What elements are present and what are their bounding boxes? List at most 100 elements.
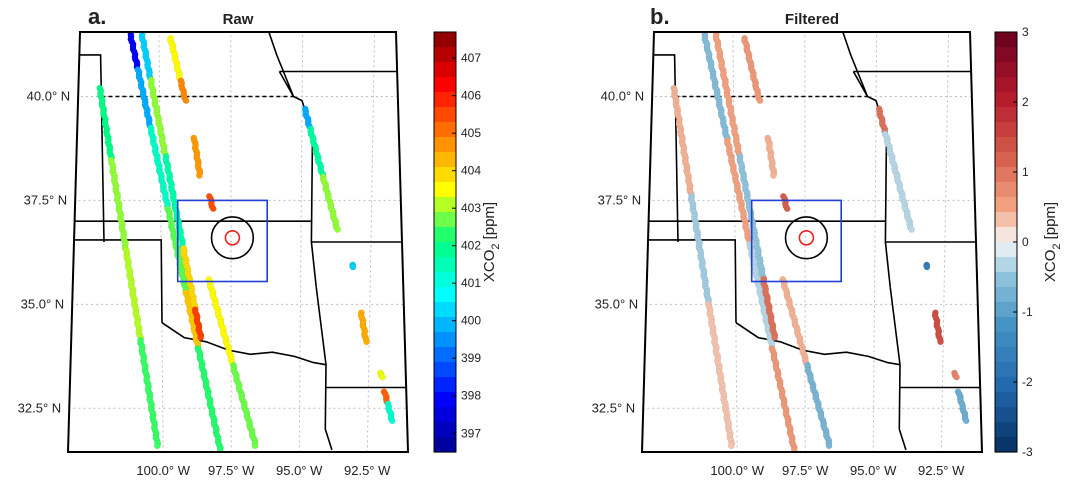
colorbar-label-0: XCO2 [ppm] [481, 202, 502, 282]
colorbar-band [434, 257, 456, 273]
colorbar-band [434, 407, 456, 423]
lat-tick-label: 37.5° N [24, 192, 68, 207]
lat-tick-label: 35.0° N [21, 296, 65, 311]
colorbar-band [995, 317, 1017, 333]
colorbar-band [434, 62, 456, 78]
colorbar-band [995, 47, 1017, 63]
lon-tick-label: 100.0° W [136, 463, 190, 478]
map-area-1 [642, 32, 982, 452]
map-area-0 [68, 32, 408, 452]
colorbar-band [995, 362, 1017, 378]
sounding-point [334, 226, 341, 233]
study-box [750, 199, 843, 283]
panel-letter-a: a. [88, 4, 106, 29]
sounding-point [153, 442, 161, 450]
colorbar-band [995, 92, 1017, 108]
colorbar-band [434, 212, 456, 228]
colorbar-band [434, 32, 456, 48]
tracks-1 [670, 32, 970, 452]
colorbar-band [434, 122, 456, 138]
sounding-point [953, 373, 960, 381]
sounding-point [209, 205, 217, 212]
inner-ring [224, 230, 241, 246]
lat-tick-label: 32.5° N [592, 400, 636, 415]
gridline-lon-2 [872, 32, 878, 452]
colorbar-band [434, 152, 456, 168]
lat-tick-label: 35.0° N [595, 296, 639, 311]
state-border-2 [642, 54, 679, 243]
lat-tick-label: 37.5° N [598, 192, 642, 207]
colorbar-tick-label: 3 [1022, 25, 1029, 39]
panel-title-raw: Raw [223, 11, 254, 28]
colorbar-band [995, 32, 1017, 48]
colorbar-tick-label: 405 [461, 126, 481, 140]
colorbar-tick-label: 398 [461, 389, 481, 403]
colorbar-band [995, 212, 1017, 228]
colorbar-tick-label: 403 [461, 201, 481, 215]
colorbar-band [995, 272, 1017, 288]
colorbar-band [995, 107, 1017, 123]
lat-tick-label: 32.5° N [18, 400, 62, 415]
colorbar-band [434, 227, 456, 243]
colorbar-band [995, 227, 1017, 243]
lon-tick-label: 92.5° W [918, 463, 965, 478]
panel-filtered: b. Filtered 40.0° N 37.5° N 35.0° N 32.5° N… [592, 4, 1063, 478]
tracks-0 [96, 32, 396, 452]
sounding-point [363, 338, 370, 346]
colorbar-band [995, 137, 1017, 153]
colorbar-tick-label: -2 [1022, 375, 1033, 389]
colorbar-band [995, 197, 1017, 213]
colorbar-band [434, 137, 456, 153]
state-border-9 [256, 32, 295, 97]
colorbar-band [995, 182, 1017, 198]
colorbar-band [995, 257, 1017, 273]
colorbar-tick-label: 407 [461, 51, 481, 65]
colorbar-band [995, 242, 1017, 258]
colorbar-band [434, 332, 456, 348]
sounding-point [182, 97, 190, 104]
panel-letter-b: b. [650, 4, 670, 29]
state-border-6 [884, 221, 892, 288]
colorbar-band [434, 362, 456, 378]
outer-ring [784, 216, 829, 260]
colorbar-border-0 [433, 31, 457, 453]
colorbar-band [434, 182, 456, 198]
state-border-2 [68, 54, 105, 243]
sounding-point [783, 205, 791, 212]
colorbar-band [434, 107, 456, 123]
study-box [176, 199, 268, 283]
colorbar-tick-label: -1 [1022, 305, 1033, 319]
colorbar-band [995, 422, 1017, 438]
colorbar-band [434, 317, 456, 333]
colorbar-band [434, 167, 456, 183]
colorbar-tick-label: 1 [1022, 165, 1029, 179]
colorbar-label-sub: 2 [1051, 243, 1063, 249]
lon-tick-label: 97.5° W [782, 463, 829, 478]
state-border-3 [735, 322, 901, 366]
panel-title-filtered: Filtered [785, 11, 839, 28]
map-frame-1 [640, 31, 984, 453]
state-border-5 [315, 287, 333, 451]
state-border-6 [310, 221, 318, 288]
colorbar-tick-label: 2 [1022, 95, 1029, 109]
panel-raw: a. Raw 40.0° N 37.5° N 35.0° N 32.5° N 100.0… [18, 4, 502, 478]
colorbar-band [434, 392, 456, 408]
lon-tick-label: 100.0° W [710, 463, 764, 478]
colorbar-tick-label: 399 [461, 351, 481, 365]
sounding-point [756, 97, 764, 104]
colorbar-tick-label: 401 [461, 276, 481, 290]
sounding-point [196, 172, 203, 179]
sounding-point [923, 263, 931, 271]
colorbar-band [434, 347, 456, 363]
colorbar-tick-label: 404 [461, 164, 481, 178]
colorbar-band [995, 392, 1017, 408]
lon-tick-label: 95.0° W [850, 463, 897, 478]
colorbar-band [995, 122, 1017, 138]
colorbar-band [995, 152, 1017, 168]
colorbar-label-1: XCO2 [ppm] [1042, 202, 1063, 282]
state-border-5 [889, 287, 907, 451]
lon-tick-label: 92.5° W [344, 463, 391, 478]
lon-tick-label: 95.0° W [276, 463, 323, 478]
colorbar-band [995, 377, 1017, 393]
